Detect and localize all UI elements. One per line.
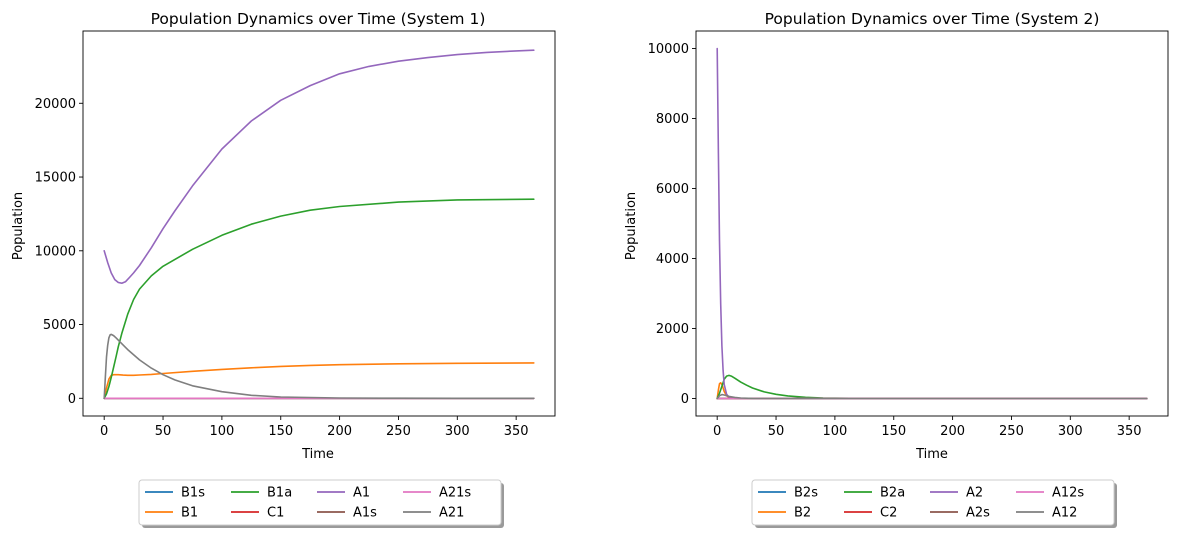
x-tick-label: 250 bbox=[386, 424, 411, 439]
legend-label-b2: B2 bbox=[794, 506, 811, 521]
y-tick-label: 10000 bbox=[648, 42, 689, 57]
legend-label-c2: C2 bbox=[880, 506, 897, 521]
y-tick-label: 2000 bbox=[656, 322, 689, 337]
x-tick-label: 150 bbox=[268, 424, 293, 439]
chart-title: Population Dynamics over Time (System 1) bbox=[151, 10, 486, 28]
x-tick-label: 200 bbox=[327, 424, 352, 439]
legend-label-b1: B1 bbox=[181, 506, 198, 521]
x-tick-label: 300 bbox=[1058, 424, 1083, 439]
x-tick-label: 150 bbox=[881, 424, 906, 439]
legend-label-a1s: A1s bbox=[353, 506, 377, 521]
chart-title: Population Dynamics over Time (System 2) bbox=[765, 10, 1100, 28]
y-tick-label: 0 bbox=[681, 392, 689, 407]
plot-frame bbox=[695, 30, 1169, 417]
legend-label-b1s: B1s bbox=[181, 486, 205, 501]
series-lines bbox=[716, 47, 1148, 400]
y-tick-label: 20000 bbox=[35, 97, 76, 112]
legend-label-a2s: A2s bbox=[966, 506, 990, 521]
series-line-a1 bbox=[103, 49, 535, 285]
series-line-b1a bbox=[103, 198, 535, 400]
legend-label-a21: A21 bbox=[439, 506, 464, 521]
x-tick-label: 300 bbox=[445, 424, 470, 439]
y-tick-label: 5000 bbox=[43, 318, 76, 333]
y-tick-label: 8000 bbox=[656, 112, 689, 127]
chart-system-2: Population Dynamics over Time (System 2)… bbox=[624, 10, 1169, 528]
y-tick-label: 10000 bbox=[35, 244, 76, 259]
legend-label-a1: A1 bbox=[353, 486, 370, 501]
x-tick-label: 0 bbox=[713, 424, 721, 439]
x-tick-label: 250 bbox=[999, 424, 1024, 439]
series-line-b2 bbox=[716, 381, 1148, 400]
y-axis-label: Population bbox=[11, 192, 26, 260]
series-line-b1 bbox=[103, 362, 535, 400]
x-tick-label: 350 bbox=[504, 424, 529, 439]
legend-label-b2a: B2a bbox=[880, 486, 905, 501]
series-lines bbox=[103, 49, 535, 400]
series-line-a21 bbox=[103, 333, 535, 400]
x-tick-label: 0 bbox=[100, 424, 108, 439]
series-line-b2a bbox=[716, 374, 1148, 400]
x-tick-label: 350 bbox=[1117, 424, 1142, 439]
chart-system-1: Population Dynamics over Time (System 1)… bbox=[11, 10, 556, 528]
y-tick-label: 4000 bbox=[656, 252, 689, 267]
legend-label-b1a: B1a bbox=[267, 486, 292, 501]
legend-label-a12s: A12s bbox=[1052, 486, 1084, 501]
legend: B2s B2 B2a C2 A2 A2s A12s A12 bbox=[751, 479, 1117, 528]
plot-frame bbox=[82, 30, 556, 417]
y-tick-label: 6000 bbox=[656, 182, 689, 197]
legend-label-a2: A2 bbox=[966, 486, 983, 501]
x-tick-label: 50 bbox=[155, 424, 172, 439]
series-line-a2 bbox=[716, 47, 1148, 400]
x-tick-label: 200 bbox=[940, 424, 965, 439]
x-axis-label: Time bbox=[915, 447, 948, 462]
legend-label-a12: A12 bbox=[1052, 506, 1077, 521]
y-tick-label: 15000 bbox=[35, 171, 76, 186]
legend-label-a21s: A21s bbox=[439, 486, 471, 501]
x-axis-label: Time bbox=[301, 447, 334, 462]
y-tick-label: 0 bbox=[68, 392, 76, 407]
legend-label-b2s: B2s bbox=[794, 486, 818, 501]
x-tick-label: 100 bbox=[209, 424, 234, 439]
series-line-a12 bbox=[716, 393, 1148, 400]
y-axis-label: Population bbox=[624, 192, 639, 260]
legend: B1s B1 B1a C1 A1 A1s A21s A21 bbox=[138, 479, 504, 528]
legend-label-c1: C1 bbox=[267, 506, 284, 521]
x-tick-label: 100 bbox=[822, 424, 847, 439]
x-tick-label: 50 bbox=[768, 424, 785, 439]
